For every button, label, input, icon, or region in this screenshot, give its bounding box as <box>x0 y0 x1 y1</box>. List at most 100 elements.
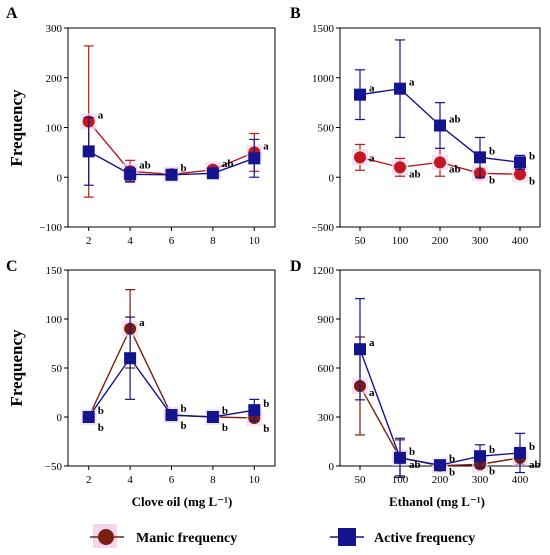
x-tick-label: 4 <box>127 474 133 486</box>
y-tick-label: 100 <box>46 123 63 135</box>
y-tick-label: 300 <box>46 23 63 35</box>
y-tick-label: −100 <box>39 222 62 234</box>
series-active <box>354 297 526 479</box>
y-tick-label: 1500 <box>312 23 335 35</box>
significance-label-manic: b <box>181 420 187 432</box>
y-tick-label: 0 <box>329 461 335 473</box>
legend-manic-label: Manic frequency <box>136 531 237 546</box>
data-point <box>474 450 486 463</box>
y-tick-label: 200 <box>46 73 63 85</box>
data-point <box>82 411 95 423</box>
data-point <box>394 161 406 174</box>
y-tick-label: 0 <box>57 172 63 184</box>
panel-letter: B <box>290 5 301 22</box>
panel-b: B −500 0 500 1000 1500 50 100 200 300 400 a a ab b b a ab… <box>290 5 541 247</box>
significance-label-manic: b <box>489 174 495 186</box>
data-point <box>514 168 526 181</box>
significance-label: b <box>489 145 495 157</box>
significance-label: b <box>222 405 228 417</box>
x-tick-label: 6 <box>169 474 175 486</box>
data-point <box>248 152 261 165</box>
data-point <box>248 404 261 417</box>
data-point <box>354 88 366 101</box>
y-tick-label: −50 <box>45 461 63 473</box>
legend: Manic frequency Active frequency <box>90 524 475 548</box>
significance-label: ab <box>449 114 461 126</box>
x-tick-label: 50 <box>355 474 367 486</box>
y-tick-label: 150 <box>46 265 63 277</box>
data-point <box>434 119 446 132</box>
series-active <box>354 39 526 178</box>
x-tick-label: 100 <box>392 235 409 247</box>
x-tick-label: 400 <box>512 235 529 247</box>
y-axis-title-top: Frequency <box>7 89 26 167</box>
significance-label-manic: ab <box>409 459 421 471</box>
x-tick-label: 6 <box>169 235 175 247</box>
x-tick-label: 8 <box>210 474 216 486</box>
y-tick-label: 900 <box>318 314 335 326</box>
series-active <box>82 316 261 423</box>
x-tick-label: 300 <box>472 474 489 486</box>
y-tick-label: 0 <box>329 172 335 184</box>
x-tick-label: 2 <box>86 474 92 486</box>
significance-label: a <box>139 317 145 329</box>
y-tick-label: −500 <box>311 222 334 234</box>
y-tick-label: 50 <box>51 363 63 375</box>
significance-label: b <box>529 441 535 453</box>
x-tick-label: 200 <box>432 235 449 247</box>
significance-label: ab <box>222 158 234 170</box>
series-line <box>359 348 521 466</box>
data-point <box>165 168 178 181</box>
data-point <box>434 459 446 472</box>
legend-active-marker <box>338 528 356 546</box>
data-point <box>394 82 406 95</box>
y-axis-title-bottom: Frequency <box>7 329 26 407</box>
data-point <box>354 151 366 164</box>
data-point <box>165 409 178 422</box>
legend-manic: Manic frequency <box>90 524 237 548</box>
x-tick-label: 4 <box>127 235 133 247</box>
significance-label: a <box>263 140 269 152</box>
x-tick-label: 10 <box>249 474 261 486</box>
significance-label-manic: b <box>98 422 104 434</box>
significance-label: b <box>449 453 455 465</box>
significance-label: b <box>489 444 495 456</box>
significance-label: a <box>409 77 415 89</box>
significance-label-manic: b <box>222 422 228 434</box>
data-point <box>394 451 406 464</box>
x-tick-label: 50 <box>355 235 367 247</box>
significance-label: b <box>529 150 535 162</box>
data-point <box>434 156 446 169</box>
legend-manic-marker <box>98 529 114 545</box>
significance-label-manic: a <box>369 152 375 164</box>
series-manic <box>80 289 263 426</box>
series-active <box>82 116 261 186</box>
data-point <box>206 167 219 180</box>
data-point <box>82 145 95 158</box>
data-point <box>474 151 486 164</box>
significance-label: b <box>181 403 187 415</box>
x-tick-label: 2 <box>86 235 92 247</box>
data-point <box>354 343 366 356</box>
panel-letter: A <box>6 5 18 22</box>
x-axis-title-clove: Clove oil (mg L⁻¹) <box>132 494 233 509</box>
y-tick-label: 100 <box>46 314 63 326</box>
series-line <box>88 327 255 419</box>
x-tick-label: 300 <box>472 235 489 247</box>
data-point <box>206 411 219 423</box>
significance-label-manic: b <box>263 423 269 435</box>
significance-label-manic: a <box>369 387 375 399</box>
significance-label: b <box>409 446 415 458</box>
y-tick-label: 1200 <box>312 265 335 277</box>
plot-frame <box>339 269 541 467</box>
significance-label-manic: b <box>449 467 455 479</box>
panel-letter: D <box>290 258 302 275</box>
legend-active: Active frequency <box>330 528 475 546</box>
significance-label: a <box>369 337 375 349</box>
significance-label-manic: ab <box>529 459 541 471</box>
panel-a: A −100 0 100 200 300 2 4 6 8 10 a ab b ab a <box>6 5 276 247</box>
series-manic <box>352 143 528 183</box>
